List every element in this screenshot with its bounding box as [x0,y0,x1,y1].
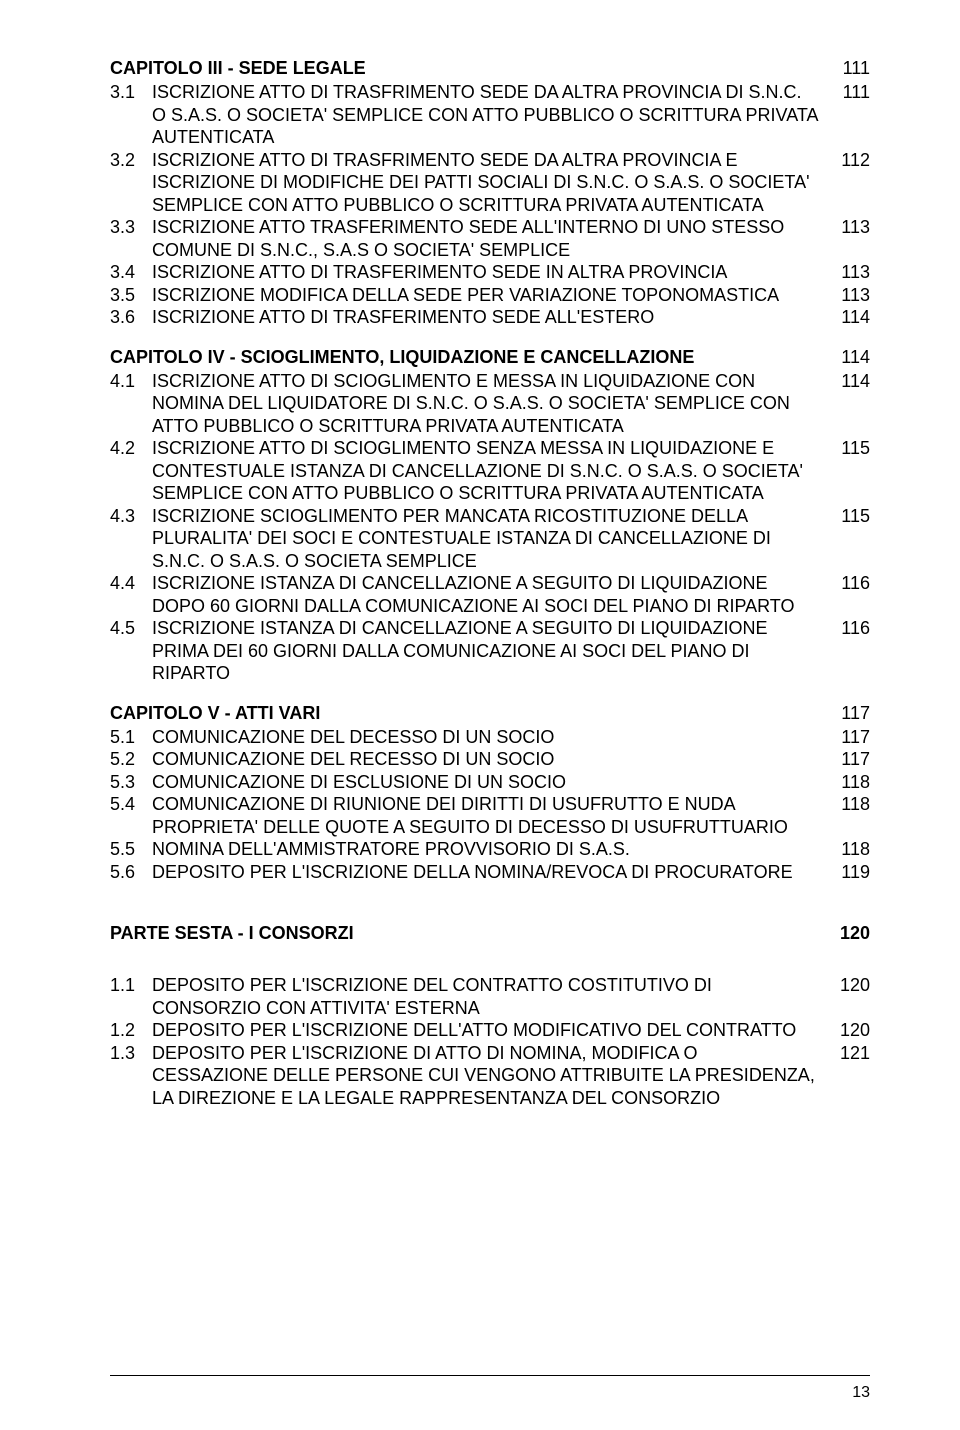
toc-entry: 5.1 COMUNICAZIONE DEL DECESSO DI UN SOCI… [110,726,870,749]
entry-page: 115 [826,437,870,460]
entry-text: ISCRIZIONE ISTANZA DI CANCELLAZIONE A SE… [152,617,826,685]
entry-number: 5.1 [110,726,152,749]
entry-page: 114 [826,306,870,329]
entry-number: 5.4 [110,793,152,816]
footer-rule [110,1375,870,1376]
entry-text: ISCRIZIONE ATTO DI TRASFERIMENTO SEDE AL… [152,306,826,329]
toc-entry: 5.3 COMUNICAZIONE DI ESCLUSIONE DI UN SO… [110,771,870,794]
entry-page: 121 [826,1042,870,1065]
entry-page: 111 [826,81,870,104]
chapter-5-heading: CAPITOLO V - ATTI VARI 117 [110,703,870,724]
toc-entry: 5.6 DEPOSITO PER L'ISCRIZIONE DELLA NOMI… [110,861,870,884]
entry-page: 117 [826,726,870,749]
entry-text: ISCRIZIONE ISTANZA DI CANCELLAZIONE A SE… [152,572,826,617]
toc-entry: 1.3 DEPOSITO PER L'ISCRIZIONE DI ATTO DI… [110,1042,870,1110]
entry-text: ISCRIZIONE ATTO DI TRASFERIMENTO SEDE IN… [152,261,826,284]
toc-entry: 4.4 ISCRIZIONE ISTANZA DI CANCELLAZIONE … [110,572,870,617]
toc-entry: 3.4 ISCRIZIONE ATTO DI TRASFERIMENTO SED… [110,261,870,284]
chapter-4-page: 114 [841,347,870,368]
entry-text: DEPOSITO PER L'ISCRIZIONE DELL'ATTO MODI… [152,1019,826,1042]
entry-number: 4.3 [110,505,152,528]
entry-text: COMUNICAZIONE DI ESCLUSIONE DI UN SOCIO [152,771,826,794]
toc-entry: 5.2 COMUNICAZIONE DEL RECESSO DI UN SOCI… [110,748,870,771]
entry-page: 113 [826,261,870,284]
chapter-4-heading: CAPITOLO IV - SCIOGLIMENTO, LIQUIDAZIONE… [110,347,870,368]
entry-text: DEPOSITO PER L'ISCRIZIONE DI ATTO DI NOM… [152,1042,826,1110]
toc-entry: 1.2 DEPOSITO PER L'ISCRIZIONE DELL'ATTO … [110,1019,870,1042]
toc-entry: 4.1 ISCRIZIONE ATTO DI SCIOGLIMENTO E ME… [110,370,870,438]
entry-page: 116 [826,572,870,595]
entry-page: 114 [826,370,870,393]
toc-entry: 3.2 ISCRIZIONE ATTO DI TRASFRIMENTO SEDE… [110,149,870,217]
entry-number: 3.3 [110,216,152,239]
entry-number: 4.1 [110,370,152,393]
entry-page: 120 [826,974,870,997]
entry-number: 3.5 [110,284,152,307]
part-6-page: 120 [840,923,870,944]
entry-number: 1.2 [110,1019,152,1042]
entry-page: 118 [826,838,870,861]
entry-number: 5.6 [110,861,152,884]
part-6-heading: PARTE SESTA - I CONSORZI 120 [110,923,870,944]
entry-text: ISCRIZIONE ATTO DI TRASFRIMENTO SEDE DA … [152,81,826,149]
chapter-5-title: CAPITOLO V - ATTI VARI [110,703,320,724]
chapter-3-title: CAPITOLO III - SEDE LEGALE [110,58,366,79]
entry-number: 1.3 [110,1042,152,1065]
entry-page: 118 [826,793,870,816]
entry-text: COMUNICAZIONE DEL DECESSO DI UN SOCIO [152,726,826,749]
chapter-4-title: CAPITOLO IV - SCIOGLIMENTO, LIQUIDAZIONE… [110,347,694,368]
entry-text: ISCRIZIONE SCIOGLIMENTO PER MANCATA RICO… [152,505,826,573]
entry-number: 3.1 [110,81,152,104]
entry-number: 1.1 [110,974,152,997]
page-number: 13 [852,1384,870,1402]
toc-entry: 4.5 ISCRIZIONE ISTANZA DI CANCELLAZIONE … [110,617,870,685]
entry-number: 4.5 [110,617,152,640]
entry-number: 3.2 [110,149,152,172]
toc-entry: 3.5 ISCRIZIONE MODIFICA DELLA SEDE PER V… [110,284,870,307]
entry-text: ISCRIZIONE ATTO TRASFERIMENTO SEDE ALL'I… [152,216,826,261]
entry-text: DEPOSITO PER L'ISCRIZIONE DEL CONTRATTO … [152,974,826,1019]
entry-text: NOMINA DELL'AMMISTRATORE PROVVISORIO DI … [152,838,826,861]
toc-entry: 3.3 ISCRIZIONE ATTO TRASFERIMENTO SEDE A… [110,216,870,261]
entry-text: DEPOSITO PER L'ISCRIZIONE DELLA NOMINA/R… [152,861,826,884]
toc-entry: 3.6 ISCRIZIONE ATTO DI TRASFERIMENTO SED… [110,306,870,329]
chapter-5-page: 117 [841,703,870,724]
entry-text: ISCRIZIONE MODIFICA DELLA SEDE PER VARIA… [152,284,826,307]
toc-entry: 1.1 DEPOSITO PER L'ISCRIZIONE DEL CONTRA… [110,974,870,1019]
entry-page: 119 [826,861,870,884]
entry-text: ISCRIZIONE ATTO DI SCIOGLIMENTO SENZA ME… [152,437,826,505]
toc-entry: 5.4 COMUNICAZIONE DI RIUNIONE DEI DIRITT… [110,793,870,838]
entry-text: COMUNICAZIONE DEL RECESSO DI UN SOCIO [152,748,826,771]
part-6-title: PARTE SESTA - I CONSORZI [110,923,354,944]
entry-number: 5.5 [110,838,152,861]
entry-number: 5.2 [110,748,152,771]
entry-number: 3.6 [110,306,152,329]
entry-text: ISCRIZIONE ATTO DI TRASFRIMENTO SEDE DA … [152,149,826,217]
document-page: CAPITOLO III - SEDE LEGALE 111 3.1 ISCRI… [0,0,960,1430]
entry-number: 4.2 [110,437,152,460]
entry-page: 112 [826,149,870,172]
toc-entry: 4.3 ISCRIZIONE SCIOGLIMENTO PER MANCATA … [110,505,870,573]
entry-page: 113 [826,284,870,307]
entry-page: 113 [826,216,870,239]
entry-page: 117 [826,748,870,771]
entry-page: 120 [826,1019,870,1042]
entry-page: 118 [826,771,870,794]
toc-entry: 3.1 ISCRIZIONE ATTO DI TRASFRIMENTO SEDE… [110,81,870,149]
entry-text: ISCRIZIONE ATTO DI SCIOGLIMENTO E MESSA … [152,370,826,438]
entry-page: 115 [826,505,870,528]
chapter-3-page: 111 [843,58,870,79]
entry-page: 116 [826,617,870,640]
entry-number: 3.4 [110,261,152,284]
toc-entry: 5.5 NOMINA DELL'AMMISTRATORE PROVVISORIO… [110,838,870,861]
entry-number: 4.4 [110,572,152,595]
entry-text: COMUNICAZIONE DI RIUNIONE DEI DIRITTI DI… [152,793,826,838]
chapter-3-heading: CAPITOLO III - SEDE LEGALE 111 [110,58,870,79]
entry-number: 5.3 [110,771,152,794]
toc-entry: 4.2 ISCRIZIONE ATTO DI SCIOGLIMENTO SENZ… [110,437,870,505]
